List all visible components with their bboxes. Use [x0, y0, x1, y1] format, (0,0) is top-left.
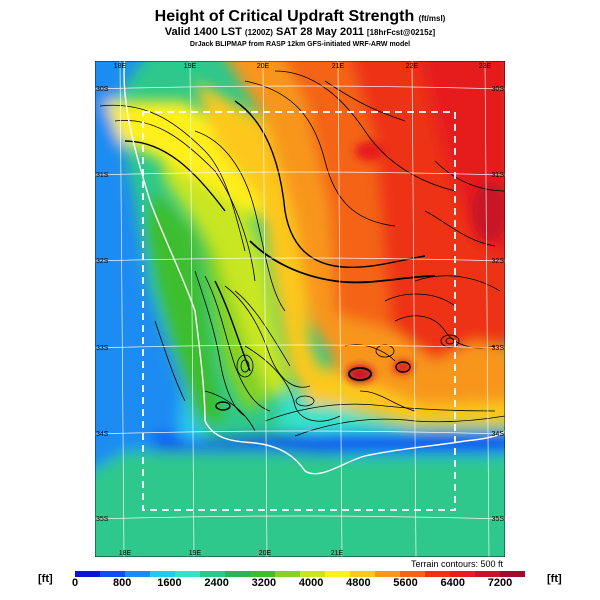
contour-lines — [99, 70, 505, 437]
title-unit: (ft/msl) — [418, 14, 446, 23]
lat-label-left: 30S — [96, 86, 109, 93]
colorbar — [75, 571, 525, 577]
colorbar-tick-label: 1600 — [157, 577, 182, 589]
colorbar-tick-label: 7200 — [487, 577, 513, 589]
parallel-line — [95, 171, 505, 176]
lat-label-right: 31S — [492, 172, 505, 179]
meridian-line — [411, 61, 417, 557]
parallel-line — [95, 344, 505, 349]
colorbar-tick-label: 6400 — [440, 577, 466, 589]
latlon-grid — [95, 61, 505, 557]
lon-label-top: 23E — [479, 63, 492, 70]
colorbar-swatch — [475, 571, 501, 577]
valid-prefix: Valid 1400 LST — [164, 26, 242, 38]
forecast-map: 18E 19E 20E 21E 22E 23E 18E 19E 20E 21E 30S 31S 32S 3… — [95, 61, 505, 557]
colorbar-swatch — [150, 571, 176, 577]
grid-labels: 18E 19E 20E 21E 22E 23E 18E 19E 20E 21E 30S 31S 32S 3… — [96, 63, 504, 557]
colorbar-swatch — [275, 571, 301, 577]
colorbar-tick-label: 4000 — [298, 577, 324, 589]
color-field — [95, 61, 505, 557]
valid-time-line: Valid 1400 LST (1200Z) SAT 28 May 2011 [… — [0, 26, 600, 38]
meridian-line — [337, 61, 343, 557]
colorbar-swatch — [325, 571, 351, 577]
lon-label-top: 18E — [114, 63, 127, 70]
lat-label-left: 33S — [96, 345, 109, 352]
forecast-tag: [18hrFcst@0215z] — [366, 28, 436, 37]
coastline — [123, 61, 505, 475]
colorbar-swatch — [125, 571, 151, 577]
colorbar-swatch — [400, 571, 426, 577]
colorbar-swatch — [350, 571, 376, 577]
meridian-line — [119, 61, 125, 557]
parallel-line — [95, 430, 505, 435]
colorbar-tick-label: 0 — [71, 577, 79, 589]
lat-label-left: 35S — [96, 516, 109, 523]
colorbar-swatch — [425, 571, 451, 577]
lat-label-right: 30S — [492, 86, 505, 93]
lat-label-right: 32S — [492, 258, 505, 265]
colorbar-swatch — [250, 571, 276, 577]
lat-label-left: 32S — [96, 258, 109, 265]
lon-label-top: 21E — [332, 63, 345, 70]
inner-domain-box — [142, 111, 456, 511]
meridian-line — [484, 61, 490, 557]
lon-label-bottom: 19E — [189, 550, 202, 557]
chart-title: Height of Critical Updraft Strength (ft/… — [0, 8, 600, 26]
valid-utc: (1200Z) — [244, 28, 273, 37]
model-credit: DrJack BLIPMAP from RASP 12km GFS-initia… — [189, 41, 411, 48]
colorbar-unit-left: [ft] — [38, 573, 53, 585]
colorbar-swatch — [450, 571, 476, 577]
parallel-line — [95, 257, 505, 262]
lon-label-top: 19E — [184, 63, 197, 70]
colorbar-unit-right: [ft] — [547, 573, 562, 585]
meridian-line — [262, 61, 268, 557]
title-text: Height of Critical Updraft Strength — [154, 8, 415, 25]
terrain-contours-note: Terrain contours: 500 ft — [410, 559, 503, 569]
lon-label-top: 20E — [257, 63, 270, 70]
lon-label-bottom: 21E — [331, 550, 344, 557]
lat-label-right: 35S — [492, 516, 505, 523]
colorbar-tick-label: 2400 — [204, 577, 229, 589]
lat-label-left: 34S — [96, 431, 109, 438]
meridian-line — [189, 61, 195, 557]
colorbar-swatch — [100, 571, 126, 577]
colorbar-swatch — [175, 571, 201, 577]
colorbar-swatch — [375, 571, 401, 577]
colorbar-tick-label: 3200 — [251, 577, 277, 589]
lon-label-bottom: 18E — [119, 550, 132, 557]
lon-label-bottom: 20E — [259, 550, 272, 557]
colorbar-tick-label: 800 — [113, 577, 132, 589]
colorbar-swatch — [500, 571, 525, 577]
colorbar-tick-label: 5600 — [393, 577, 418, 589]
colorbar-swatch — [300, 571, 326, 577]
parallel-line — [95, 515, 505, 520]
lat-label-right: 33S — [492, 345, 505, 352]
colorbar-swatch — [225, 571, 251, 577]
lat-label-left: 31S — [96, 172, 109, 179]
colorbar-tick-label: 4800 — [346, 577, 371, 589]
colorbar-swatch — [75, 571, 101, 577]
parallel-line — [95, 85, 505, 90]
valid-date: SAT 28 May 2011 — [275, 26, 364, 38]
lon-label-top: 22E — [406, 63, 419, 70]
colorbar-swatch — [200, 571, 226, 577]
lat-label-right: 34S — [492, 431, 505, 438]
